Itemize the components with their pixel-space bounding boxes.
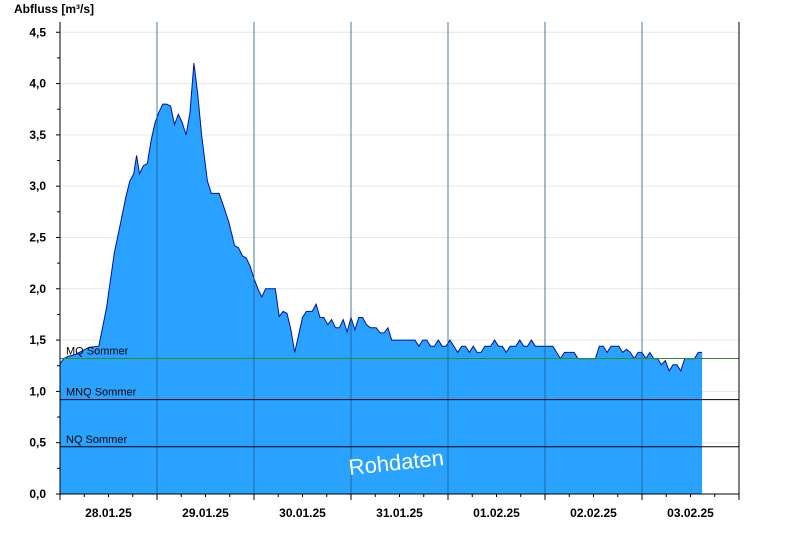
x-tick-labels: 28.01.25 29.01.25 30.01.25 31.01.25 01.02.25… — [59, 494, 740, 520]
y-tick-label: 0,5 — [29, 436, 46, 450]
x-tick-label: 29.01.25 — [182, 506, 229, 520]
y-tick-label: 0,0 — [29, 487, 46, 501]
y-tick-label: 4,5 — [29, 25, 46, 39]
discharge-line — [59, 62, 703, 373]
reference-lines: MQ Sommer MNQ Sommer NQ Sommer — [60, 346, 739, 448]
y-tick-label: 2,0 — [29, 282, 46, 296]
data-series — [59, 62, 703, 494]
discharge-area — [60, 63, 703, 494]
reference-label: NQ Sommer — [66, 434, 127, 446]
y-tick-label: 3,5 — [29, 128, 46, 142]
y-tick-label: 2,5 — [29, 230, 46, 244]
x-tick-label: 01.02.25 — [473, 506, 520, 520]
reference-label: MQ Sommer — [66, 346, 129, 358]
y-tick-labels: 0,0 0,5 1,0 1,5 2,0 2,5 3,0 3,5 4,0 4,5 — [29, 25, 60, 501]
y-tick-label: 1,0 — [29, 384, 46, 398]
y-tick-label: 3,0 — [29, 179, 46, 193]
reference-label: MNQ Sommer — [66, 387, 137, 399]
x-tick-label: 02.02.25 — [570, 506, 617, 520]
x-tick-label: 30.01.25 — [279, 506, 326, 520]
x-tick-label: 28.01.25 — [85, 506, 132, 520]
x-tick-label: 31.01.25 — [376, 506, 423, 520]
day-grid — [156, 22, 643, 494]
y-axis-title: Abfluss [m³/s] — [14, 2, 94, 16]
y-tick-label: 4,0 — [29, 77, 46, 91]
x-tick-label: 03.02.25 — [667, 506, 714, 520]
y-tick-label: 1,5 — [29, 333, 46, 347]
